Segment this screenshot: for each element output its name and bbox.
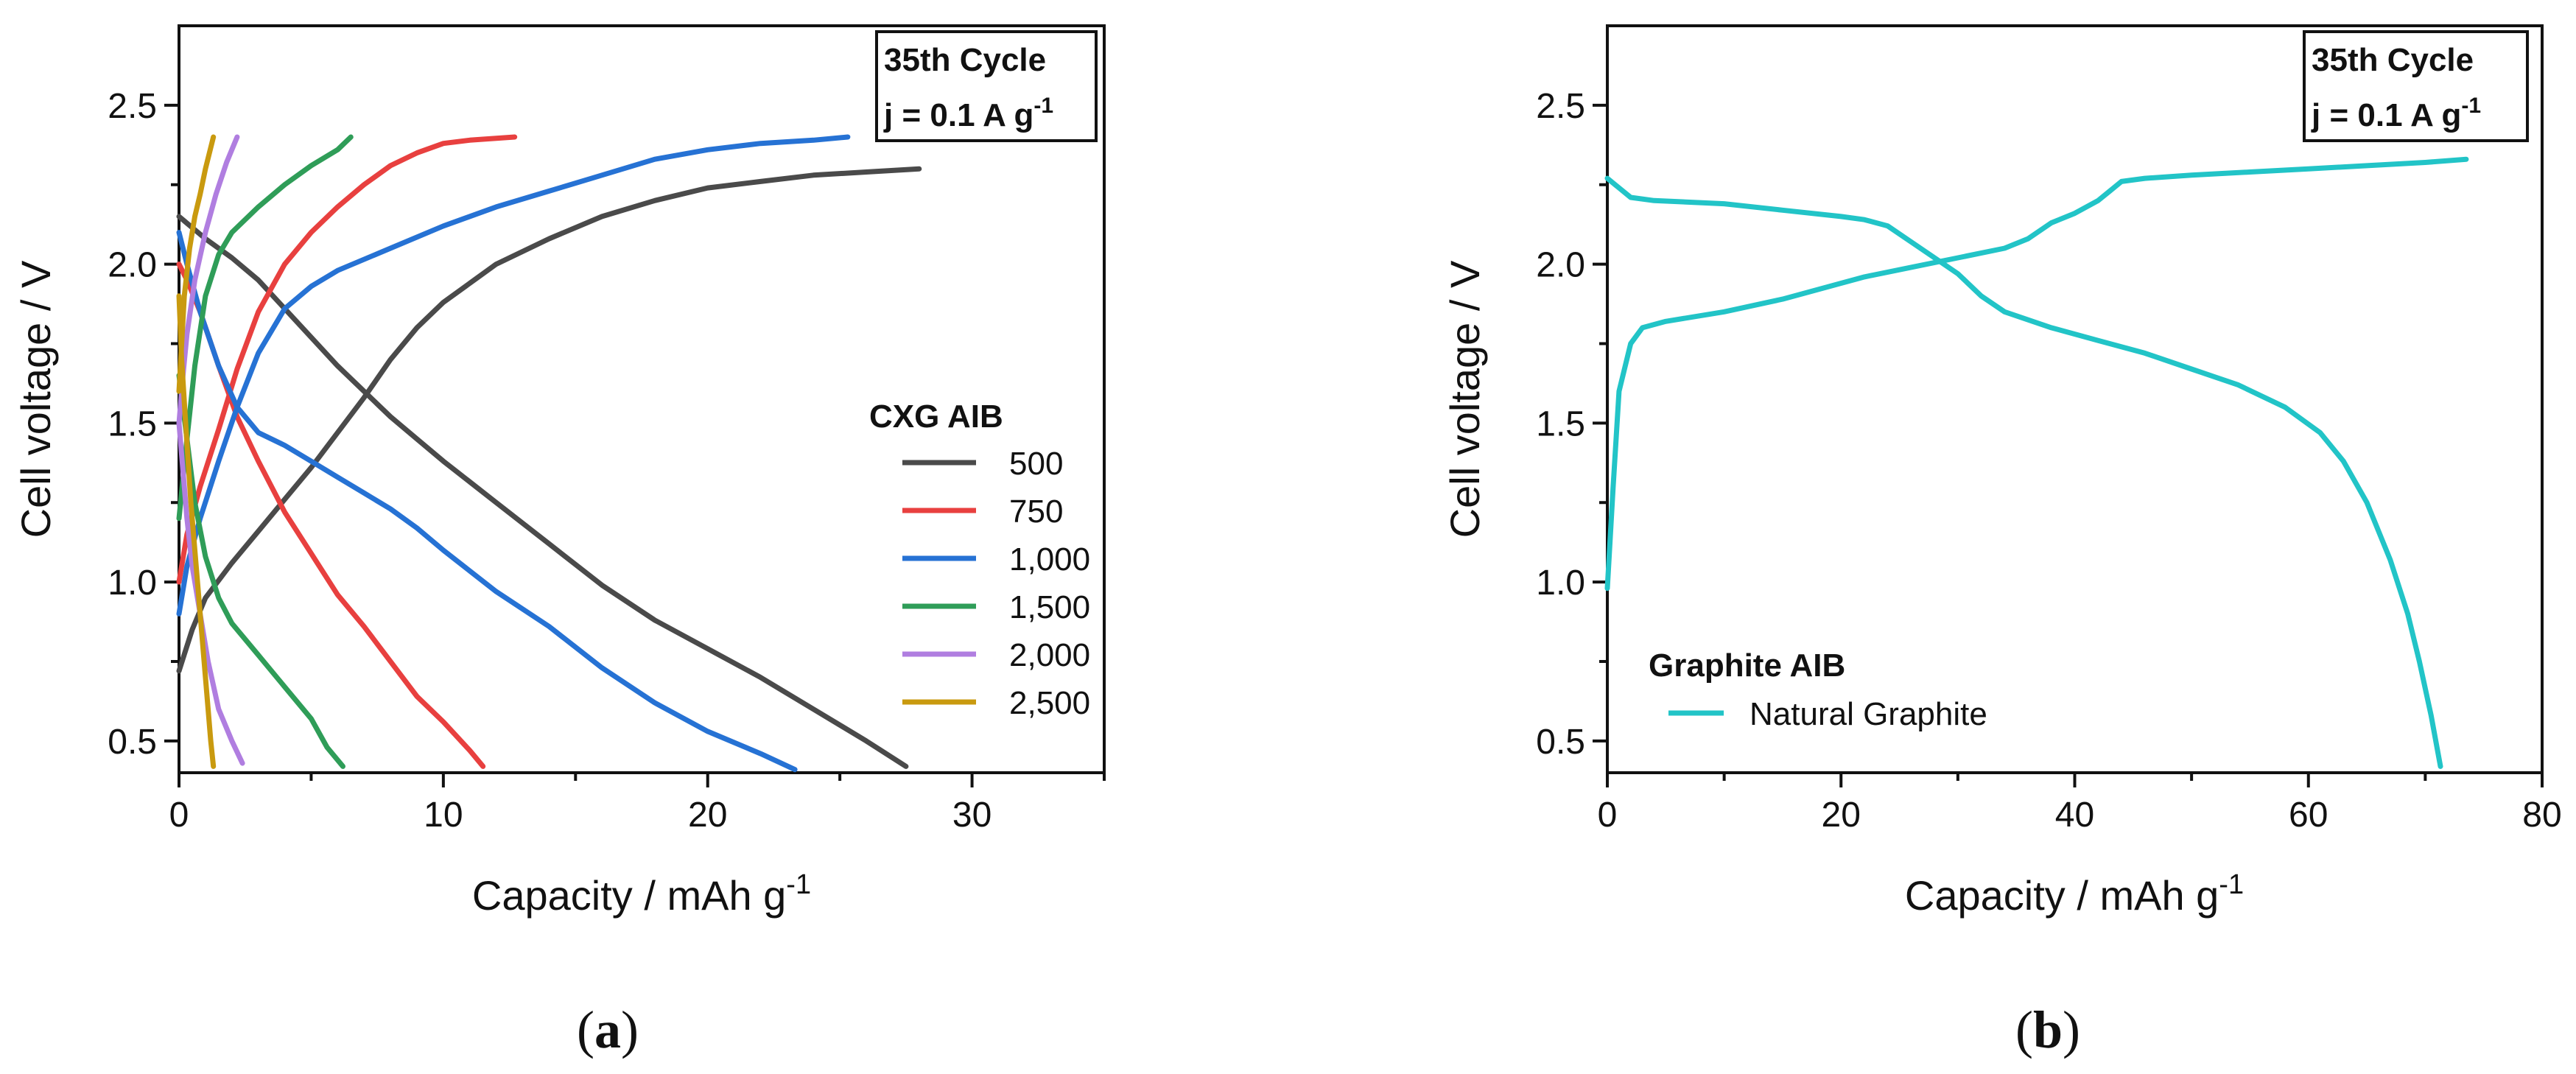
y-tick-label: 2.5 <box>1536 87 1585 126</box>
series-line-discharge <box>176 293 217 769</box>
panel-b-caption: (b) <box>2015 1000 2080 1059</box>
panel-a-chart: 0 10 20 30 0.5 1.0 1.5 2.0 2.5 35th Cycle j = 0.… <box>13 24 1106 1059</box>
panel-b-x-axis-label: Capacity / mAh g-1 <box>1905 869 2244 919</box>
panel-a-caption: (a) <box>577 1000 639 1059</box>
legend-label: 1,000 <box>1009 541 1090 578</box>
y-tick-label: 2.0 <box>108 246 157 285</box>
panel-a-series-lines <box>176 134 922 773</box>
panel-b-legend-title: Graphite AIB <box>1649 647 1845 684</box>
x-tick-label: 20 <box>688 796 727 835</box>
y-tick-label: 1.0 <box>1536 564 1585 603</box>
panel-a-x-axis-label: Capacity / mAh g-1 <box>472 869 811 919</box>
panel-a-info-cycle: 35th Cycle <box>884 42 1046 78</box>
panel-b-info-cycle: 35th Cycle <box>2312 42 2474 78</box>
y-tick-label: 0.5 <box>1536 723 1585 762</box>
x-tick-label: 0 <box>169 796 189 835</box>
y-tick-label: 1.0 <box>108 564 157 603</box>
legend-label: 2,000 <box>1009 637 1090 673</box>
y-tick-label: 1.5 <box>1536 404 1585 443</box>
legend-label: 1,500 <box>1009 589 1090 625</box>
panel-b-info-box: 35th Cycle j = 0.1 A g-1 <box>2303 30 2529 142</box>
legend-label: 500 <box>1009 446 1063 482</box>
y-tick-label: 2.5 <box>108 87 157 126</box>
panel-b-y-axis-label: Cell voltage / V <box>1442 260 1488 538</box>
series-line-discharge <box>176 214 909 769</box>
y-tick-label: 0.5 <box>108 723 157 762</box>
series-line-charge <box>176 134 354 522</box>
series-line-charge <box>176 134 851 617</box>
panel-a-legend: CXG AIB 500 750 1,000 1,500 2,000 2,500 <box>869 399 1090 721</box>
panel-b-series-lines <box>1604 156 2469 769</box>
panel-a-info-box: 35th Cycle j = 0.1 A g-1 <box>875 30 1098 142</box>
x-tick-label: 10 <box>424 796 463 835</box>
panel-a-legend-title: CXG AIB <box>869 399 1003 435</box>
panel-b-legend: Graphite AIB Natural Graphite <box>1649 647 1987 732</box>
series-line-charge <box>176 134 518 585</box>
series-line-discharge <box>176 262 486 769</box>
series-line-discharge <box>176 230 798 773</box>
y-tick-label: 1.5 <box>108 404 157 443</box>
panel-a-info-current: j = 0.1 A g-1 <box>883 94 1053 133</box>
series-line-charge <box>176 166 922 674</box>
x-tick-label: 40 <box>2055 796 2094 835</box>
panel-b-info-current: j = 0.1 A g-1 <box>2311 94 2481 133</box>
series-line-charge <box>1604 156 2469 592</box>
panel-b-chart: 0 20 40 60 80 0.5 1.0 1.5 2.0 2.5 35th Cycle j = … <box>1442 24 2562 1059</box>
x-tick-label: 0 <box>1598 796 1618 835</box>
x-tick-label: 30 <box>952 796 992 835</box>
legend-label: 750 <box>1009 494 1063 530</box>
panel-a-axes: 0 10 20 30 0.5 1.0 1.5 2.0 2.5 <box>108 87 1106 835</box>
series-line-discharge <box>176 373 345 769</box>
panel-b-axes: 0 20 40 60 80 0.5 1.0 1.5 2.0 2.5 <box>1536 87 2561 835</box>
legend-label: 2,500 <box>1009 685 1090 721</box>
x-tick-label: 60 <box>2289 796 2328 835</box>
series-line-discharge <box>1604 175 2443 769</box>
x-tick-label: 20 <box>1822 796 1861 835</box>
legend-label: Natural Graphite <box>1749 696 1987 732</box>
y-tick-label: 2.0 <box>1536 246 1585 285</box>
x-tick-label: 80 <box>2522 796 2561 835</box>
panel-a-y-axis-label: Cell voltage / V <box>13 260 59 538</box>
